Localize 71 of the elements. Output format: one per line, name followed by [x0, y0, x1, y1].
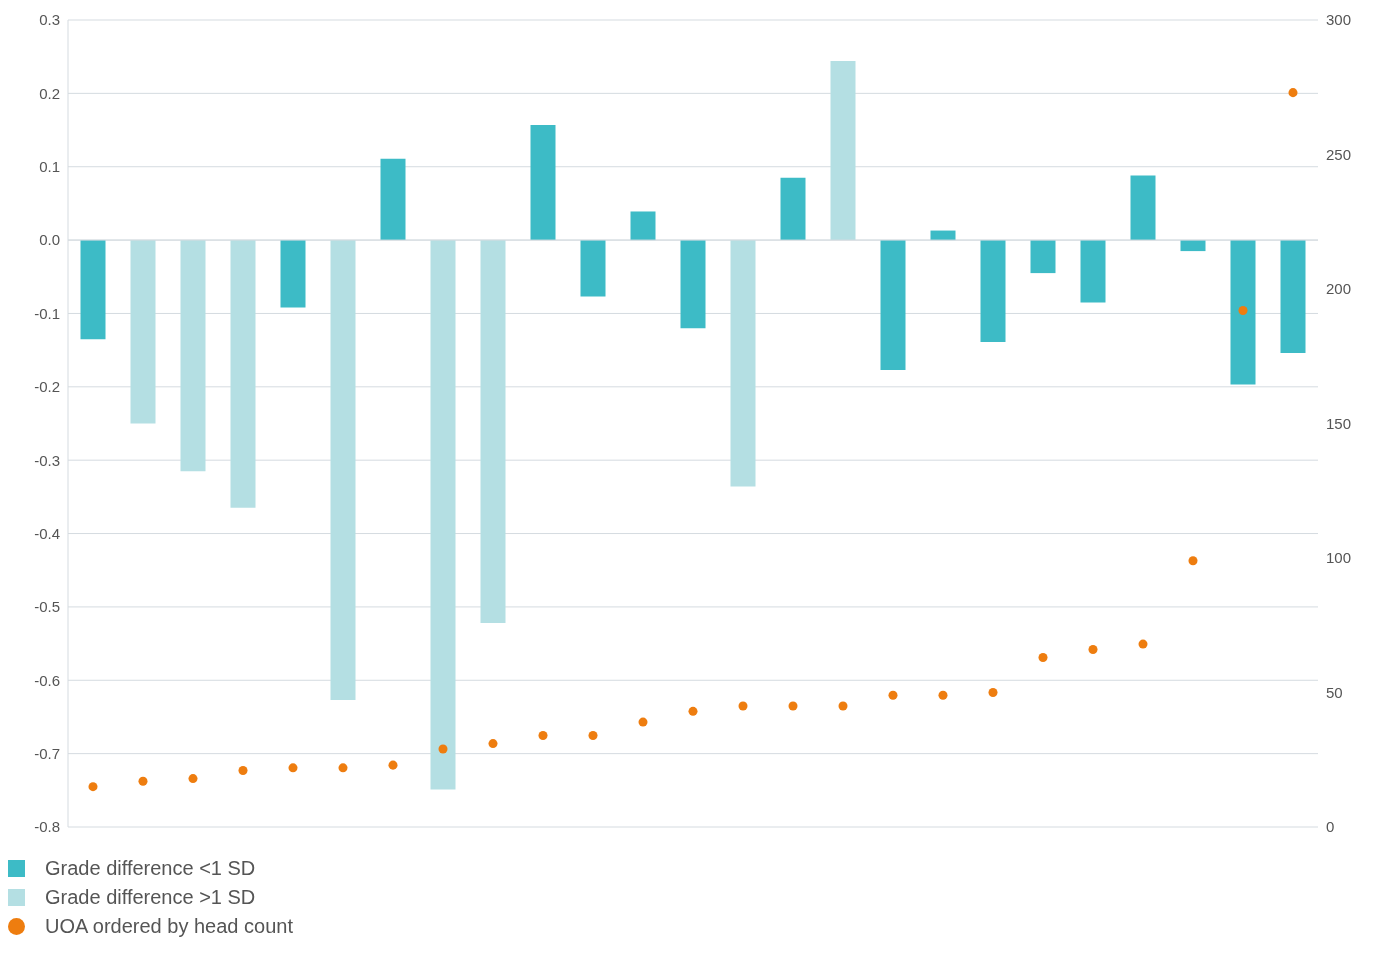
- bar: [130, 240, 156, 424]
- bar: [1080, 240, 1106, 303]
- point: [788, 701, 798, 711]
- point: [138, 776, 148, 786]
- point: [988, 687, 998, 698]
- legend-label: Grade difference <1 SD: [45, 857, 256, 880]
- y-tick-label: -0.1: [34, 304, 60, 322]
- y-tick-label: 0.3: [39, 11, 60, 29]
- y-tick-label: -0.3: [34, 451, 60, 469]
- point: [188, 774, 198, 784]
- y-tick-label: 0.2: [39, 84, 60, 102]
- point: [888, 690, 898, 700]
- point: [288, 763, 298, 773]
- bar: [680, 240, 706, 329]
- point: [738, 701, 748, 711]
- point: [88, 782, 98, 792]
- point: [1288, 88, 1298, 98]
- y-tick-label: 0.1: [39, 158, 60, 176]
- bar: [380, 158, 406, 241]
- bar: [780, 177, 806, 241]
- y2-tick-label: 50: [1326, 683, 1343, 701]
- bar: [1130, 175, 1156, 241]
- bar: [180, 240, 206, 472]
- bar: [230, 240, 256, 508]
- point: [638, 717, 648, 727]
- bar: [330, 240, 356, 701]
- point: [1088, 644, 1098, 654]
- y-tick-label: 0.0: [39, 231, 60, 249]
- point: [338, 763, 348, 773]
- bar: [1030, 240, 1056, 274]
- y2-tick-label: 250: [1326, 145, 1352, 163]
- bar: [630, 211, 656, 241]
- y2-tick-label: 200: [1326, 280, 1352, 298]
- point: [438, 744, 448, 754]
- bar: [880, 240, 906, 370]
- y-tick-label: -0.7: [34, 744, 60, 762]
- bar: [830, 61, 856, 241]
- bar: [480, 240, 506, 624]
- bar: [1180, 240, 1206, 252]
- bar: [980, 240, 1006, 343]
- y-tick-label: -0.2: [34, 378, 60, 396]
- point: [1238, 306, 1248, 316]
- legend-label: UOA ordered by head count: [45, 915, 293, 938]
- legend-label: Grade difference >1 SD: [45, 886, 256, 909]
- point: [1138, 639, 1148, 649]
- y-tick-label: -0.6: [34, 671, 60, 689]
- point: [838, 701, 848, 711]
- y2-tick-label: 300: [1326, 11, 1352, 29]
- point: [538, 731, 548, 741]
- point: [1038, 653, 1048, 663]
- bar: [280, 240, 306, 308]
- bar: [530, 124, 556, 241]
- point: [1188, 556, 1198, 566]
- y2-tick-label: 100: [1326, 549, 1352, 567]
- bar: [1280, 240, 1306, 354]
- y-tick-label: -0.5: [34, 598, 60, 616]
- point: [938, 690, 948, 700]
- y2-tick-label: 150: [1326, 414, 1352, 432]
- point: [388, 760, 398, 770]
- point: [588, 731, 598, 741]
- point: [688, 706, 698, 716]
- y-tick-label: -0.4: [34, 524, 60, 542]
- y-tick-label: -0.8: [34, 818, 60, 836]
- bar: [430, 240, 456, 790]
- y2-tick-label: 0: [1326, 818, 1335, 836]
- bar: [730, 240, 756, 487]
- point: [488, 739, 498, 749]
- point: [238, 766, 248, 776]
- bar: [580, 240, 606, 297]
- bar: [80, 240, 106, 340]
- bar: [1230, 240, 1256, 385]
